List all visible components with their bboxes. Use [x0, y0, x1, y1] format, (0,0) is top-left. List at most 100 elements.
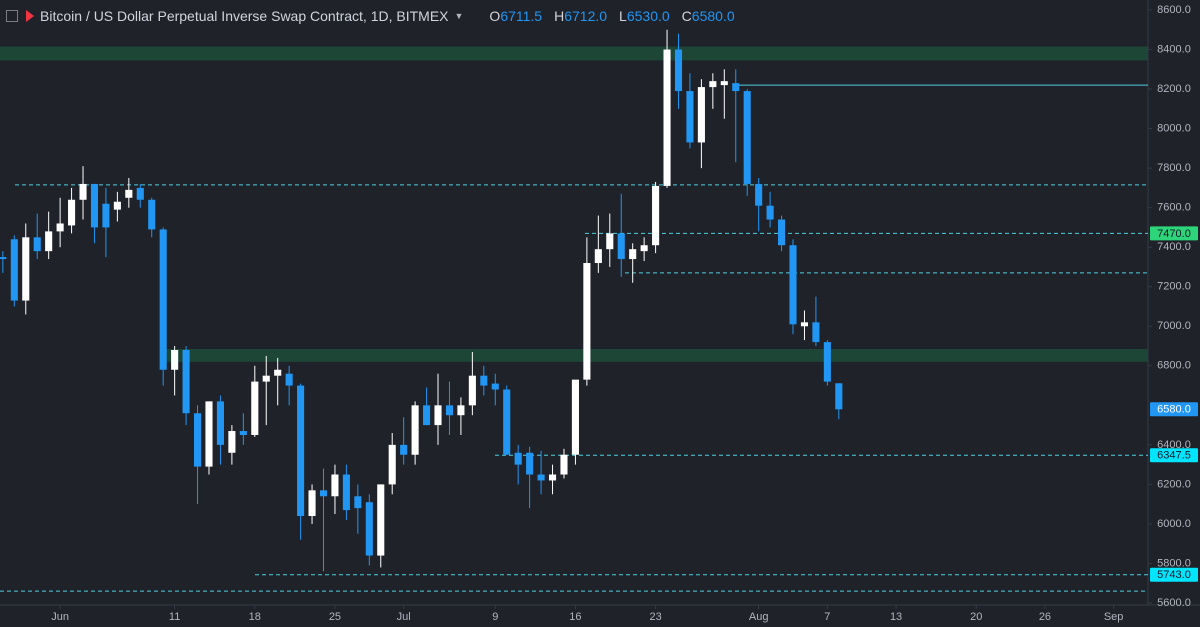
candle-body [778, 219, 786, 246]
candle-body [743, 91, 751, 184]
y-tick-label: 7200.0 [1157, 281, 1191, 293]
candle-body [251, 381, 259, 435]
candle-body [583, 263, 591, 380]
candle-body [503, 389, 511, 455]
x-tick-label: 20 [970, 611, 982, 623]
ohlc-key: H [554, 8, 565, 24]
candle-body [79, 183, 87, 200]
price-label: 5743.0 [1157, 569, 1191, 581]
x-tick-label: 16 [569, 611, 581, 623]
candle-body [22, 237, 30, 301]
y-tick-label: 5600.0 [1157, 597, 1191, 609]
candle-body [148, 199, 156, 230]
candle-body [159, 229, 167, 370]
y-tick-label: 7000.0 [1157, 320, 1191, 332]
candle-body [331, 474, 339, 497]
x-tick-label: 11 [169, 611, 180, 623]
candle-body [319, 490, 328, 497]
price-label-bg [1150, 402, 1198, 417]
ohlc-key: O [489, 8, 501, 24]
candle-body [239, 431, 247, 435]
candle-body [400, 444, 408, 455]
candle-body [113, 201, 121, 210]
x-tick-label: Jul [397, 611, 411, 623]
x-tick-label: 9 [492, 611, 498, 623]
zone [0, 46, 1148, 61]
price-label-bg [1150, 226, 1198, 241]
candle-body [755, 183, 763, 206]
candle-body [354, 496, 362, 509]
menu-button[interactable] [6, 10, 18, 22]
candle-body [205, 401, 213, 467]
candle-body [835, 383, 843, 410]
candle-body [342, 474, 350, 511]
candle-body [457, 405, 465, 416]
candle-body [388, 444, 396, 485]
candle-body [411, 405, 419, 455]
ohlc-value: 6712.0 [564, 8, 608, 24]
y-tick-label: 8600.0 [1157, 4, 1191, 16]
y-tick-label: 7400.0 [1157, 241, 1191, 253]
candle-body [617, 233, 625, 260]
candle-body [594, 249, 602, 264]
header: Bitcoin / US Dollar Perpetual Inverse Sw… [6, 8, 735, 24]
candle-body [193, 413, 202, 467]
candle-body [423, 405, 431, 426]
candle-body [480, 375, 488, 386]
candle-body [125, 189, 133, 198]
candle-body [274, 369, 282, 376]
candle-body [468, 375, 476, 406]
candle-body [663, 49, 671, 186]
y-tick-label: 8400.0 [1157, 43, 1191, 55]
candle-body [629, 249, 637, 260]
candle-body [606, 233, 614, 250]
y-tick-label: 6800.0 [1157, 360, 1191, 372]
candle-body [434, 405, 442, 426]
zone [165, 348, 1148, 362]
symbol-title[interactable]: Bitcoin / US Dollar Perpetual Inverse Sw… [40, 8, 449, 24]
candle-body [262, 375, 270, 382]
x-tick-label: 26 [1039, 611, 1051, 623]
candle-body [308, 490, 316, 517]
candle-body [686, 91, 694, 143]
y-tick-label: 6000.0 [1157, 518, 1191, 530]
x-tick-label: Sep [1104, 611, 1124, 623]
candle-body [732, 83, 740, 92]
candle-body [571, 379, 579, 455]
candle-body [90, 183, 99, 228]
ohlc-key: L [619, 8, 627, 24]
price-label: 6580.0 [1157, 404, 1191, 416]
candle-body [68, 199, 76, 226]
candle-body [537, 474, 545, 481]
candle-body [812, 322, 820, 343]
candle-body [365, 502, 373, 556]
y-tick-label: 8000.0 [1157, 123, 1191, 135]
candle-body [709, 81, 717, 88]
candle-body [56, 223, 64, 232]
candle-body [697, 87, 705, 143]
candle-body [102, 203, 110, 228]
plot-area [0, 29, 1148, 592]
ohlc-value: 6711.5 [500, 8, 543, 24]
candle-body [560, 454, 568, 475]
price-label-bg [1150, 448, 1198, 463]
candle-body [10, 239, 18, 301]
candle-body [33, 237, 41, 252]
flag-icon [26, 10, 34, 22]
x-tick-label: 23 [649, 611, 661, 623]
ohlc-value: 6530.0 [626, 8, 670, 24]
y-tick-label: 8200.0 [1157, 83, 1191, 95]
candle-body [297, 385, 305, 517]
y-tick-label: 7800.0 [1157, 162, 1191, 174]
candle-body [720, 81, 728, 86]
candle-body [514, 452, 522, 465]
x-tick-label: 13 [890, 611, 902, 623]
candle-body [789, 245, 797, 325]
candle-body [823, 342, 831, 382]
candle-body [652, 185, 660, 246]
caret[interactable]: ▼ [454, 11, 464, 21]
candle-body [171, 349, 179, 370]
x-tick-label: 25 [329, 611, 341, 623]
